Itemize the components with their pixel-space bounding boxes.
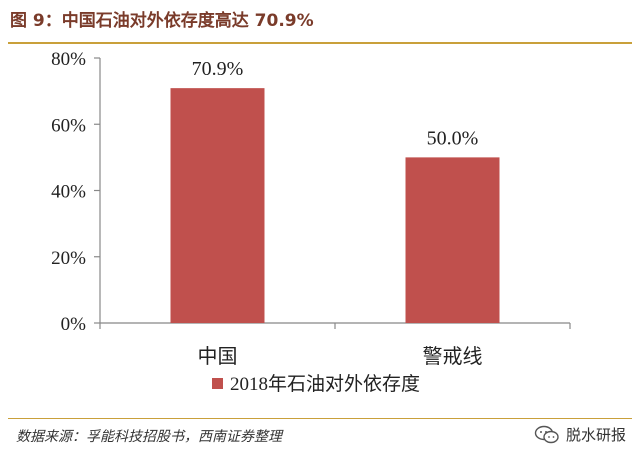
- y-tick-label: 80%: [51, 49, 86, 70]
- wechat-icon: [534, 425, 559, 443]
- data-label: 70.9%: [192, 58, 244, 80]
- watermark-text: 脱水研报: [565, 426, 626, 444]
- y-tick-label: 60%: [51, 115, 86, 136]
- y-tick-label: 20%: [51, 248, 86, 269]
- legend-swatch: [212, 378, 223, 389]
- bar-chart: 0% 20% 40% 60% 80% 70.9% 中国 50.0% 警戒线2018年石油对外依存…: [51, 49, 571, 395]
- bottom-rule: [8, 418, 632, 419]
- bar: [170, 88, 265, 323]
- top-rule: [8, 42, 632, 44]
- bar: [405, 157, 500, 323]
- y-tick-label: 40%: [51, 182, 86, 203]
- x-tick-label: 中国: [198, 344, 238, 368]
- data-label: 50.0%: [427, 127, 479, 149]
- y-tick-label: 0%: [61, 314, 87, 335]
- watermark: 脱水研报: [534, 424, 626, 445]
- source-note: 数据来源：孚能科技招股书，西南证券整理: [16, 429, 282, 445]
- legend-label: 2018年石油对外依存度: [230, 373, 420, 395]
- figure-title: 图 9：中国石油对外依存度高达 70.9%: [10, 11, 314, 31]
- x-tick-label: 警戒线: [423, 344, 483, 368]
